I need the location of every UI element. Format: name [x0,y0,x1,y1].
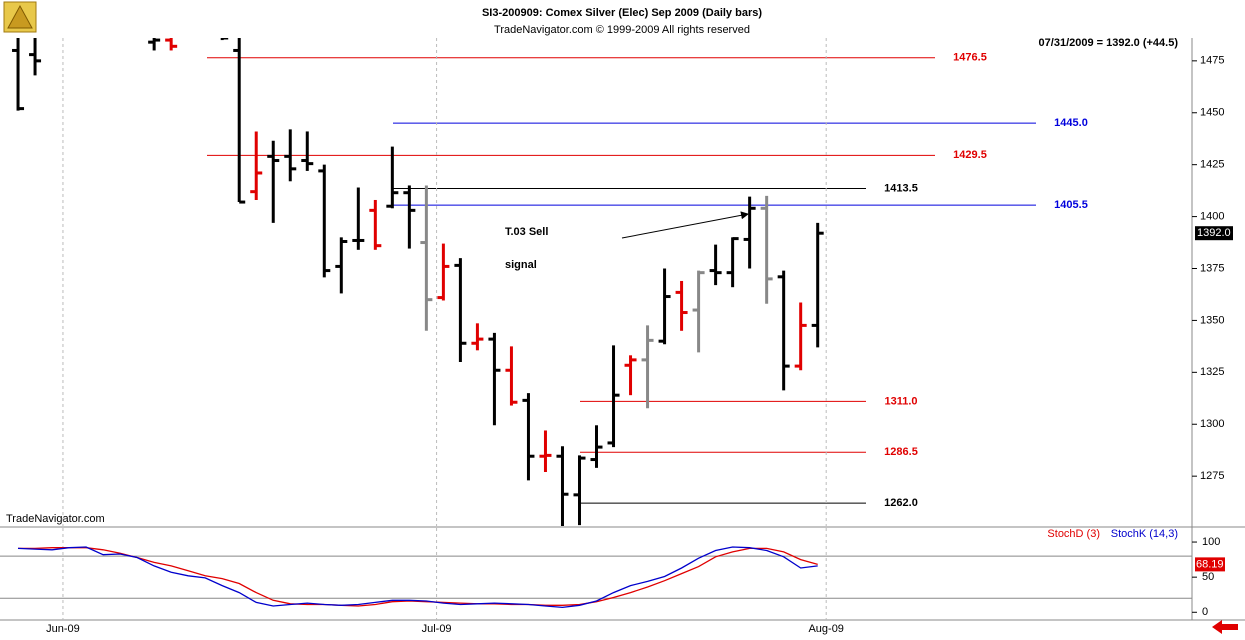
x-tick-label: Aug-09 [808,623,843,635]
annotation-text: T.03 Sell [505,226,548,238]
last-price-label: 1392.0 [1197,227,1231,239]
level-label: 1476.5 [953,52,987,64]
chart-title: SI3-200909: Comex Silver (Elec) Sep 2009… [482,7,762,19]
y-tick-label: 1275 [1200,470,1224,482]
scroll-arrow[interactable] [1212,620,1238,634]
y-tick-label: 1300 [1200,418,1224,430]
annotation-arrow [621,211,749,239]
last-value-label: 68.19 [1196,558,1224,570]
y-tick-label: 1375 [1200,262,1224,274]
level-label: 1405.5 [1054,199,1088,211]
stoch-panel [0,528,1192,620]
level-label: 1429.5 [953,149,987,161]
legend-label: StochD (3) [1047,528,1100,540]
info-label: 07/31/2009 = 1392.0 (+44.5) [1039,37,1179,49]
level-label: 1413.5 [884,182,918,194]
y-tick-label: 1325 [1200,366,1224,378]
level-label: 1311.0 [884,395,917,407]
last-price-box [1195,226,1233,241]
y-tick-label: 1475 [1200,55,1224,67]
stoch-line [17,546,818,609]
y-tick-label: 1350 [1200,314,1224,326]
x-tick-label: Jul-09 [422,623,452,635]
y-tick-label: 0 [1202,606,1208,618]
y-tick-label: 1425 [1200,159,1224,171]
watermark: TradeNavigator.com [6,513,105,525]
y-tick-label: 50 [1202,571,1214,583]
y-tick-label: 1400 [1200,210,1224,222]
annotation-text: signal [505,259,537,271]
axes: 1275 1300 1325 1350 1375 1400 1425 1450 1475 1476… [46,52,1233,635]
y-tick-label: 1450 [1200,107,1224,119]
stoch-line [18,547,818,607]
chart-subtitle: TradeNavigator.com © 1999-2009 All right… [494,24,750,36]
header-bg [0,0,1245,38]
last-value-box [1195,557,1225,572]
level-label: 1445.0 [1054,117,1088,129]
annotation: T.03 Sell signal [505,211,749,271]
price-panel [12,38,1036,526]
level-label: 1286.5 [884,446,918,458]
legend-label: StochK (14,3) [1111,528,1178,540]
y-tick-label: 100 [1202,536,1220,548]
logo [3,1,37,33]
level-label: 1262.0 [884,497,918,509]
x-tick-label: Jun-09 [46,623,80,635]
